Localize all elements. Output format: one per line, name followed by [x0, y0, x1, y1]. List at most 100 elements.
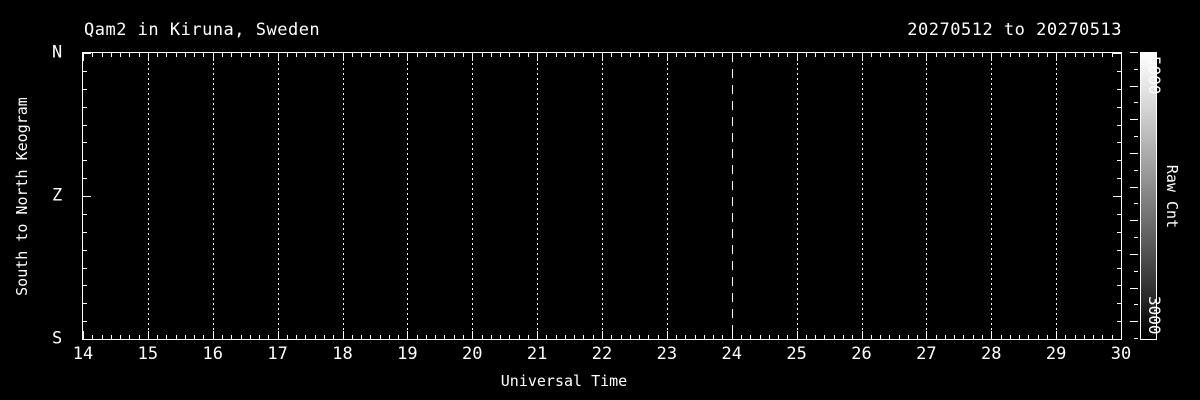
x-tick-minor	[806, 53, 807, 57]
x-tick-major	[343, 331, 344, 339]
y-tick-major	[1113, 53, 1121, 54]
x-tick-minor	[583, 53, 584, 57]
colorbar-tick-minor	[1134, 304, 1138, 305]
x-tick-minor	[203, 335, 204, 339]
x-tick-minor	[1038, 53, 1039, 57]
x-tick-minor	[1028, 53, 1029, 57]
y-tick-minor	[83, 268, 87, 269]
x-tick-minor	[815, 335, 816, 339]
colorbar-tick-minor	[1134, 237, 1138, 238]
y-tick-minor	[83, 142, 87, 143]
x-tick-minor	[750, 335, 751, 339]
colorbar-tick-major	[1130, 52, 1138, 53]
x-tick-minor	[611, 335, 612, 339]
x-tick-minor	[176, 335, 177, 339]
x-tick-major	[991, 53, 992, 61]
x-tick-minor	[380, 335, 381, 339]
x-tick-major	[278, 331, 279, 339]
colorbar-tick-major	[1130, 187, 1138, 188]
y-tick-minor	[1117, 232, 1121, 233]
x-tick-label: 30	[1110, 344, 1132, 364]
x-tick-minor	[203, 53, 204, 57]
y-axis-title: South to North Keogram	[12, 52, 32, 340]
x-tick-minor	[482, 335, 483, 339]
x-tick-minor	[509, 335, 510, 339]
x-tick-minor	[982, 53, 983, 57]
x-tick-major	[797, 331, 798, 339]
x-tick-major	[732, 331, 733, 339]
gridline	[148, 53, 149, 339]
x-tick-label: 20	[462, 344, 483, 364]
x-tick-minor	[185, 335, 186, 339]
y-tick-minor	[1117, 268, 1121, 269]
x-tick-minor	[389, 335, 390, 339]
x-tick-minor	[778, 53, 779, 57]
x-tick-minor	[741, 53, 742, 57]
x-tick-minor	[444, 53, 445, 57]
x-tick-minor	[583, 335, 584, 339]
colorbar-tick-major	[1130, 220, 1138, 221]
x-tick-minor	[695, 53, 696, 57]
y-tick-minor	[83, 107, 87, 108]
x-tick-major	[537, 331, 538, 339]
x-tick-minor	[973, 53, 974, 57]
x-tick-minor	[917, 335, 918, 339]
x-tick-minor	[287, 53, 288, 57]
colorbar-tick-minor	[1134, 136, 1138, 137]
x-tick-minor	[852, 53, 853, 57]
x-tick-minor	[546, 53, 547, 57]
x-tick-minor	[676, 335, 677, 339]
x-tick-minor	[741, 335, 742, 339]
x-tick-minor	[231, 335, 232, 339]
x-tick-minor	[361, 53, 362, 57]
x-tick-minor	[231, 53, 232, 57]
x-tick-minor	[305, 53, 306, 57]
x-tick-minor	[1102, 335, 1103, 339]
x-tick-major	[1121, 331, 1122, 339]
x-tick-minor	[574, 335, 575, 339]
x-tick-minor	[760, 335, 761, 339]
colorbar-tick-major	[1130, 119, 1138, 120]
x-tick-minor	[815, 53, 816, 57]
x-tick-minor	[333, 53, 334, 57]
x-tick-minor	[102, 335, 103, 339]
x-tick-minor	[417, 335, 418, 339]
x-tick-minor	[435, 53, 436, 57]
x-tick-minor	[519, 53, 520, 57]
x-tick-minor	[834, 335, 835, 339]
x-tick-minor	[1075, 335, 1076, 339]
y-tick-minor	[83, 125, 87, 126]
y-tick-minor	[1117, 321, 1121, 322]
y-tick-minor	[1117, 89, 1121, 90]
x-tick-minor	[945, 53, 946, 57]
x-tick-major	[213, 331, 214, 339]
y-tick-minor	[83, 285, 87, 286]
y-tick-minor	[1117, 250, 1121, 251]
x-tick-minor	[185, 53, 186, 57]
x-tick-minor	[1084, 335, 1085, 339]
x-tick-minor	[639, 335, 640, 339]
x-tick-major	[407, 331, 408, 339]
colorbar-title: Raw Cnt	[1163, 52, 1182, 340]
x-tick-minor	[611, 53, 612, 57]
gridline	[407, 53, 408, 339]
x-tick-major	[472, 331, 473, 339]
y-tick-minor	[83, 321, 87, 322]
x-tick-minor	[1019, 335, 1020, 339]
x-tick-minor	[593, 335, 594, 339]
y-tick-minor	[83, 232, 87, 233]
x-tick-minor	[166, 53, 167, 57]
x-tick-minor	[621, 335, 622, 339]
x-tick-major	[83, 331, 84, 339]
x-tick-minor	[435, 335, 436, 339]
colorbar-tick-minor	[1134, 69, 1138, 70]
x-tick-minor	[1019, 53, 1020, 57]
x-tick-minor	[982, 335, 983, 339]
x-tick-minor	[1102, 53, 1103, 57]
x-tick-minor	[491, 335, 492, 339]
x-tick-minor	[222, 335, 223, 339]
x-tick-minor	[1084, 53, 1085, 57]
x-tick-minor	[1065, 53, 1066, 57]
x-tick-minor	[871, 335, 872, 339]
colorbar-tick-minor	[1134, 102, 1138, 103]
